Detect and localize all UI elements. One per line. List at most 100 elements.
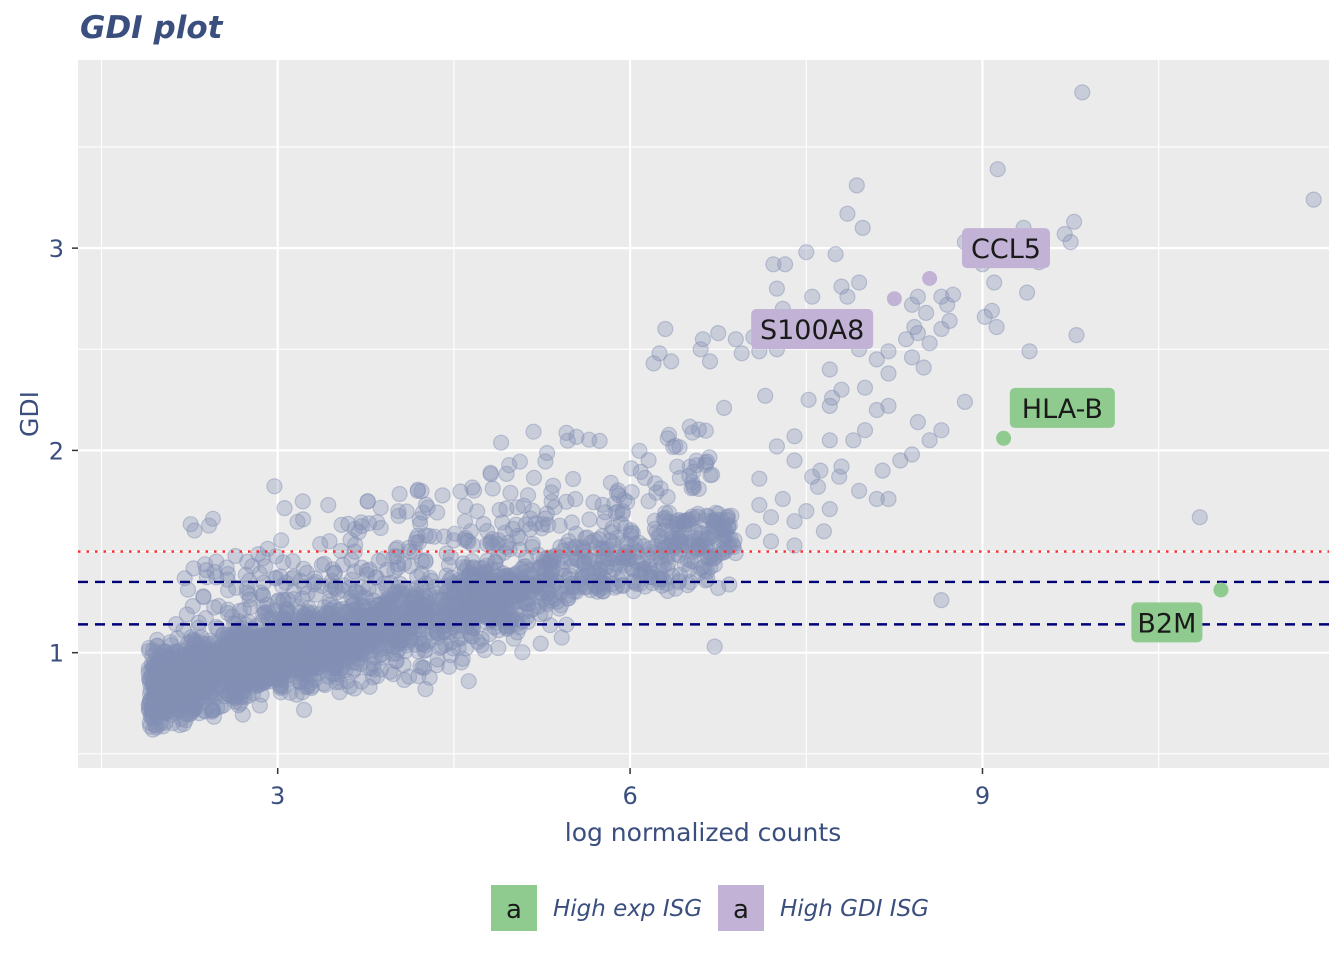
- data-point: [197, 660, 214, 678]
- data-point: [185, 702, 202, 719]
- data-point: [387, 630, 404, 647]
- y-tick-label: 3: [49, 235, 64, 263]
- data-point: [320, 668, 337, 685]
- data-point: [430, 612, 447, 629]
- data-point: [361, 678, 378, 695]
- data-point: [258, 628, 275, 645]
- data-point: [169, 661, 186, 678]
- data-point: [152, 670, 169, 688]
- data-point: [199, 645, 217, 663]
- data-point: [176, 694, 193, 711]
- data-point: [255, 628, 272, 645]
- data-point: [219, 626, 236, 644]
- data-point: [183, 686, 200, 703]
- data-point: [509, 499, 526, 516]
- data-point: [214, 682, 232, 699]
- data-point: [521, 602, 539, 619]
- data-point: [245, 667, 262, 684]
- data-point: [335, 634, 352, 652]
- data-point: [144, 648, 161, 665]
- data-point: [494, 564, 511, 582]
- data-point: [188, 634, 205, 652]
- data-point: [213, 660, 230, 678]
- data-point: [487, 553, 504, 571]
- data-point: [353, 606, 370, 624]
- data-point: [184, 670, 201, 688]
- data-point: [174, 658, 191, 675]
- data-point: [316, 618, 333, 635]
- data-point: [222, 644, 239, 661]
- data-point: [437, 636, 454, 654]
- data-point: [173, 657, 190, 674]
- data-point: [231, 659, 249, 676]
- data-point: [151, 653, 168, 670]
- data-point: [228, 662, 245, 679]
- data-point: [186, 699, 203, 716]
- data-point: [211, 640, 228, 658]
- data-point: [373, 600, 390, 618]
- data-point: [646, 520, 664, 538]
- data-point: [226, 647, 243, 664]
- data-point: [226, 641, 243, 659]
- plot-panel: [78, 60, 1329, 768]
- data-point: [442, 647, 459, 664]
- data-point: [254, 654, 271, 671]
- data-point: [228, 675, 245, 692]
- data-point: [391, 583, 408, 600]
- data-point: [196, 693, 213, 711]
- data-point: [263, 643, 280, 661]
- data-point: [503, 571, 520, 588]
- data-point: [700, 548, 717, 566]
- data-point: [390, 579, 407, 596]
- data-point: [271, 645, 288, 662]
- data-point: [251, 697, 268, 714]
- data-point: [235, 644, 252, 662]
- data-point: [592, 561, 609, 578]
- data-point: [271, 617, 288, 634]
- data-point: [196, 657, 213, 674]
- data-point: [483, 571, 500, 588]
- data-point: [241, 632, 258, 649]
- data-point: [544, 561, 561, 578]
- data-point: [208, 655, 225, 672]
- data-point: [621, 550, 638, 567]
- data-point: [165, 694, 182, 711]
- data-point: [421, 632, 438, 650]
- data-point: [198, 663, 215, 680]
- data-point: [265, 655, 282, 672]
- data-point: [656, 538, 673, 556]
- data-point: [243, 656, 260, 673]
- data-point: [491, 593, 508, 610]
- data-point: [606, 495, 623, 512]
- data-point: [153, 697, 170, 714]
- data-point: [252, 657, 270, 674]
- data-point: [243, 658, 260, 676]
- data-point: [391, 590, 409, 608]
- data-point: [368, 638, 385, 655]
- data-point: [333, 659, 350, 677]
- data-point: [238, 676, 255, 693]
- data-point: [526, 576, 544, 593]
- data-point: [362, 643, 380, 660]
- data-point: [379, 621, 396, 638]
- data-point: [497, 617, 515, 635]
- data-point: [443, 585, 460, 602]
- data-point: [226, 688, 243, 705]
- data-point: [224, 688, 242, 705]
- data-point: [339, 622, 356, 640]
- data-point: [444, 595, 461, 613]
- data-point: [175, 662, 193, 679]
- data-point: [144, 674, 161, 691]
- data-point: [669, 515, 687, 532]
- data-point: [460, 608, 477, 625]
- data-point: [253, 614, 270, 631]
- data-point: [246, 653, 263, 671]
- data-point: [214, 667, 231, 685]
- data-point: [237, 667, 254, 684]
- data-point: [374, 649, 391, 666]
- data-point: [228, 675, 245, 692]
- data-point: [546, 547, 564, 564]
- data-point: [597, 558, 614, 575]
- data-point: [353, 614, 370, 631]
- data-point: [152, 667, 169, 684]
